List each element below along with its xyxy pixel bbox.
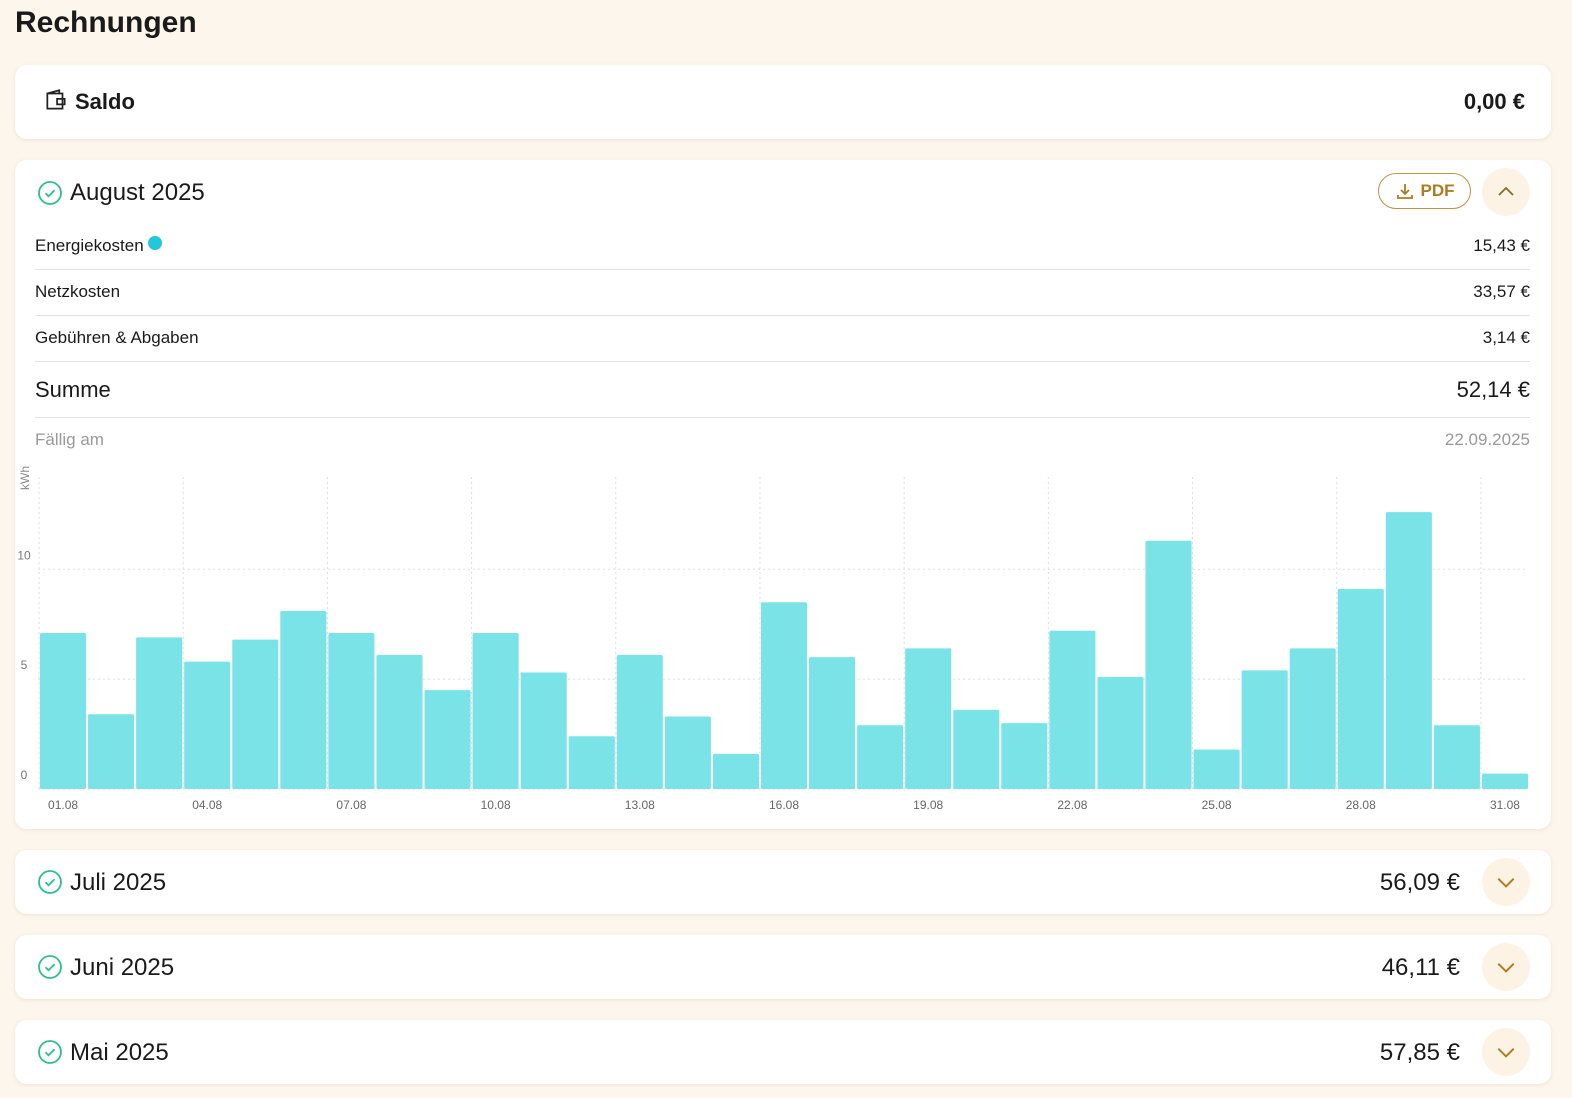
expand-button[interactable] bbox=[1482, 858, 1530, 906]
paid-icon bbox=[38, 870, 62, 894]
chevron-down bbox=[1497, 1047, 1515, 1058]
paid-icon bbox=[38, 1040, 62, 1064]
cost-amount: 33,57 € bbox=[1473, 282, 1530, 301]
invoice-amount: 57,85 € bbox=[1379, 1039, 1460, 1066]
saldo-label: Saldo bbox=[75, 89, 135, 114]
chevron-down bbox=[1497, 877, 1515, 888]
total-amount: 52,14 € bbox=[1456, 377, 1530, 402]
invoice-month: Mai 2025 bbox=[70, 1039, 169, 1066]
cost-amount: 3,14 € bbox=[1482, 328, 1530, 347]
separator bbox=[35, 361, 1530, 362]
invoice-month: Juni 2025 bbox=[70, 954, 175, 981]
due-date: 22.09.2025 bbox=[1444, 430, 1530, 449]
invoice-card: Juli 2025 56,09 € bbox=[15, 850, 1551, 914]
invoice-amount: 46,11 € bbox=[1381, 954, 1460, 981]
collapse-button[interactable] bbox=[1482, 168, 1530, 216]
cost-label: Energiekosten bbox=[35, 236, 163, 256]
chevron-up bbox=[1498, 186, 1514, 196]
cost-label-text: Energiekosten bbox=[35, 236, 144, 255]
due-row: Fällig am 22.09.2025 bbox=[35, 428, 1530, 452]
pdf-label: PDF bbox=[1420, 181, 1455, 200]
paid-icon bbox=[38, 955, 62, 979]
separator bbox=[35, 269, 1530, 270]
pdf-button[interactable]: PDF bbox=[1378, 173, 1471, 209]
total-row: Summe 52,14 € bbox=[35, 375, 1530, 405]
invoice-amount: 56,09 € bbox=[1379, 869, 1460, 896]
cost-row: Energiekosten 15,43 € bbox=[35, 234, 1530, 258]
expand-button[interactable] bbox=[1482, 943, 1530, 991]
invoice-month: Juli 2025 bbox=[70, 869, 167, 896]
separator bbox=[35, 315, 1530, 316]
page-title: Rechnungen bbox=[15, 6, 197, 39]
separator bbox=[35, 417, 1530, 418]
cost-row: Netzkosten 33,57 € bbox=[35, 280, 1530, 304]
chevron-down bbox=[1497, 962, 1515, 973]
total-label: Summe bbox=[35, 377, 111, 402]
wallet-icon bbox=[46, 89, 66, 110]
invoice-card-open: August 2025 PDF Energiekosten 15,43 € Ne… bbox=[15, 160, 1551, 829]
paid-icon bbox=[38, 181, 62, 205]
expand-button[interactable] bbox=[1482, 1028, 1530, 1076]
saldo-card: Saldo 0,00 € bbox=[15, 65, 1551, 139]
cost-row: Gebühren & Abgaben 3,14 € bbox=[35, 326, 1530, 350]
invoice-month: August 2025 bbox=[70, 179, 205, 206]
cost-amount: 15,43 € bbox=[1473, 236, 1530, 255]
cost-label: Gebühren & Abgaben bbox=[35, 328, 199, 347]
download-icon bbox=[1396, 184, 1413, 199]
invoice-card: Mai 2025 57,85 € bbox=[15, 1020, 1551, 1084]
due-label: Fällig am bbox=[35, 430, 104, 449]
legend-dot bbox=[148, 236, 163, 250]
invoice-card: Juni 2025 46,11 € bbox=[15, 935, 1551, 999]
saldo-amount: 0,00 € bbox=[1463, 89, 1525, 114]
cost-label: Netzkosten bbox=[35, 282, 121, 301]
